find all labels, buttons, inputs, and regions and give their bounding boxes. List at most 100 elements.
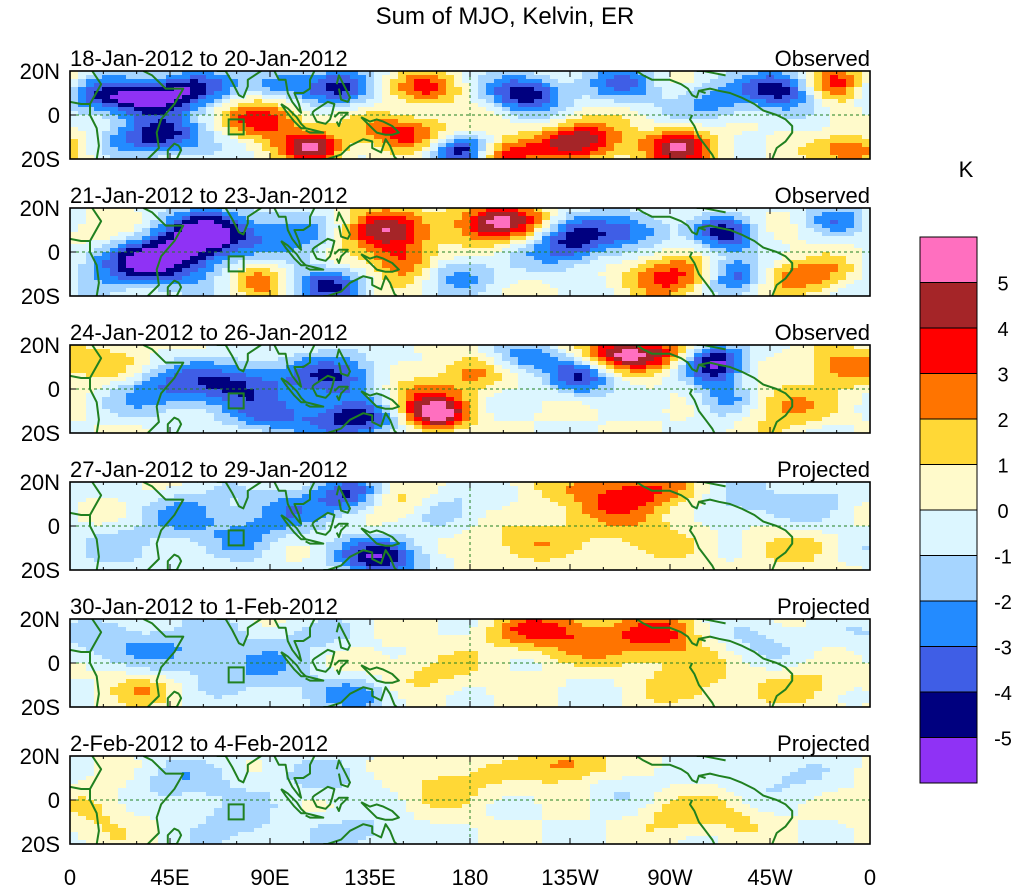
field-cell xyxy=(470,139,479,144)
field-cell xyxy=(734,115,743,120)
field-cell xyxy=(790,220,799,225)
field-cell xyxy=(534,228,543,233)
field-cell xyxy=(574,345,583,350)
field-cell xyxy=(342,216,351,221)
field-cell xyxy=(582,292,591,296)
field-cell xyxy=(614,83,623,88)
field-cell xyxy=(262,284,271,289)
field-cell xyxy=(318,208,327,213)
field-cell xyxy=(854,220,863,225)
field-cell xyxy=(230,244,239,249)
field-cell xyxy=(294,349,303,354)
field-cell xyxy=(678,123,687,128)
field-cell xyxy=(574,111,583,116)
field-cell xyxy=(574,75,583,80)
field-cell xyxy=(382,248,391,253)
field-cell xyxy=(478,272,487,277)
field-cell xyxy=(182,87,191,92)
field-cell xyxy=(174,135,183,140)
field-cell xyxy=(78,220,87,225)
field-cell xyxy=(358,220,367,225)
field-cell xyxy=(134,107,143,112)
field-cell xyxy=(422,268,431,273)
field-cell xyxy=(190,127,199,132)
field-cell xyxy=(486,131,495,136)
field-cell xyxy=(206,131,215,136)
field-cell xyxy=(206,91,215,96)
field-cell xyxy=(462,248,471,253)
field-cell xyxy=(662,87,671,92)
field-cell xyxy=(430,268,439,273)
field-cell xyxy=(478,224,487,229)
field-cell xyxy=(534,220,543,225)
field-cell xyxy=(102,115,111,120)
field-cell xyxy=(382,135,391,140)
field-cell xyxy=(726,107,735,112)
field-cell xyxy=(630,353,639,358)
field-cell xyxy=(302,224,311,229)
field-cell xyxy=(366,99,375,104)
field-cell xyxy=(390,353,399,358)
field-cell xyxy=(734,99,743,104)
field-cell xyxy=(446,131,455,136)
field-cell xyxy=(542,123,551,128)
field-cell xyxy=(566,135,575,140)
field-cell xyxy=(198,280,207,285)
field-cell xyxy=(214,155,223,159)
field-cell xyxy=(230,212,239,217)
field-cell xyxy=(326,244,335,249)
field-cell xyxy=(438,155,447,159)
field-cell xyxy=(286,284,295,289)
field-cell xyxy=(446,288,455,293)
field-cell xyxy=(390,107,399,112)
coastline xyxy=(696,71,726,77)
field-cell xyxy=(798,236,807,241)
field-cell xyxy=(334,244,343,249)
field-cell xyxy=(686,147,695,152)
field-cell xyxy=(214,127,223,132)
field-cell xyxy=(614,244,623,249)
field-cell xyxy=(262,123,271,128)
field-cell xyxy=(118,83,127,88)
field-cell xyxy=(222,268,231,273)
field-cell xyxy=(262,264,271,269)
field-cell xyxy=(638,248,647,253)
field-cell xyxy=(630,71,639,76)
field-cell xyxy=(406,292,415,296)
field-cell xyxy=(342,91,351,96)
field-cell xyxy=(638,99,647,104)
field-cell xyxy=(158,87,167,92)
field-cell xyxy=(566,252,575,257)
field-cell xyxy=(774,272,783,277)
field-cell xyxy=(598,131,607,136)
field-cell xyxy=(742,220,751,225)
field-cell xyxy=(198,264,207,269)
field-cell xyxy=(798,83,807,88)
field-cell xyxy=(798,119,807,124)
field-cell xyxy=(854,280,863,285)
field-cell xyxy=(718,79,727,84)
field-cell xyxy=(838,107,847,112)
field-cell xyxy=(622,135,631,140)
field-cell xyxy=(398,284,407,289)
field-cell xyxy=(574,264,583,269)
field-cell xyxy=(398,87,407,92)
field-cell xyxy=(598,71,607,76)
field-cell xyxy=(310,155,319,159)
field-cell xyxy=(118,256,127,261)
field-cell xyxy=(702,349,711,354)
field-cell xyxy=(238,135,247,140)
field-cell xyxy=(310,240,319,245)
field-cell xyxy=(622,284,631,289)
field-cell xyxy=(366,143,375,148)
field-cell xyxy=(382,244,391,249)
field-cell xyxy=(830,264,839,269)
field-cell xyxy=(262,268,271,273)
field-cell xyxy=(454,244,463,249)
field-cell xyxy=(758,216,767,221)
field-cell xyxy=(574,127,583,132)
field-cell xyxy=(142,135,151,140)
field-cell xyxy=(606,292,615,296)
field-cell xyxy=(102,147,111,152)
field-cell xyxy=(94,252,103,257)
